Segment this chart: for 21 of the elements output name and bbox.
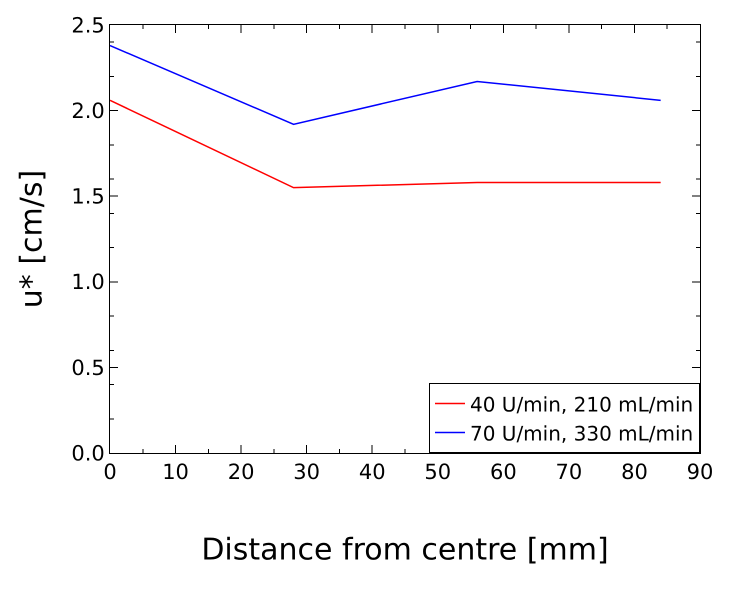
x-tick-label: 40 bbox=[358, 460, 386, 484]
legend-label: 40 U/min, 210 mL/min bbox=[470, 392, 694, 416]
x-tick-label: 50 bbox=[424, 460, 452, 484]
x-tick-label: 30 bbox=[293, 460, 320, 484]
x-tick-label: 20 bbox=[228, 460, 254, 484]
x-tick-label: 70 bbox=[556, 460, 582, 484]
y-tick-label: 2.5 bbox=[71, 13, 105, 38]
x-tick-label: 90 bbox=[686, 460, 714, 484]
y-tick-label: 1.5 bbox=[71, 184, 105, 209]
line-series bbox=[110, 44, 662, 126]
y-tick-label: 2.0 bbox=[71, 98, 105, 123]
x-tick-label: 0 bbox=[103, 460, 117, 484]
x-tick-label: 60 bbox=[490, 460, 517, 484]
y-axis-title: u* [cm/s] bbox=[14, 170, 50, 308]
y-tick-label: 1.0 bbox=[71, 270, 105, 294]
y-tick-label: 0.5 bbox=[71, 356, 105, 380]
x-axis-title: Distance from centre [mm] bbox=[201, 532, 609, 568]
y-tick-label: 0.0 bbox=[71, 441, 105, 466]
legend-label: 70 U/min, 330 mL/min bbox=[470, 421, 694, 446]
x-tick-label: 80 bbox=[621, 460, 648, 484]
x-tick-label: 10 bbox=[162, 460, 189, 484]
